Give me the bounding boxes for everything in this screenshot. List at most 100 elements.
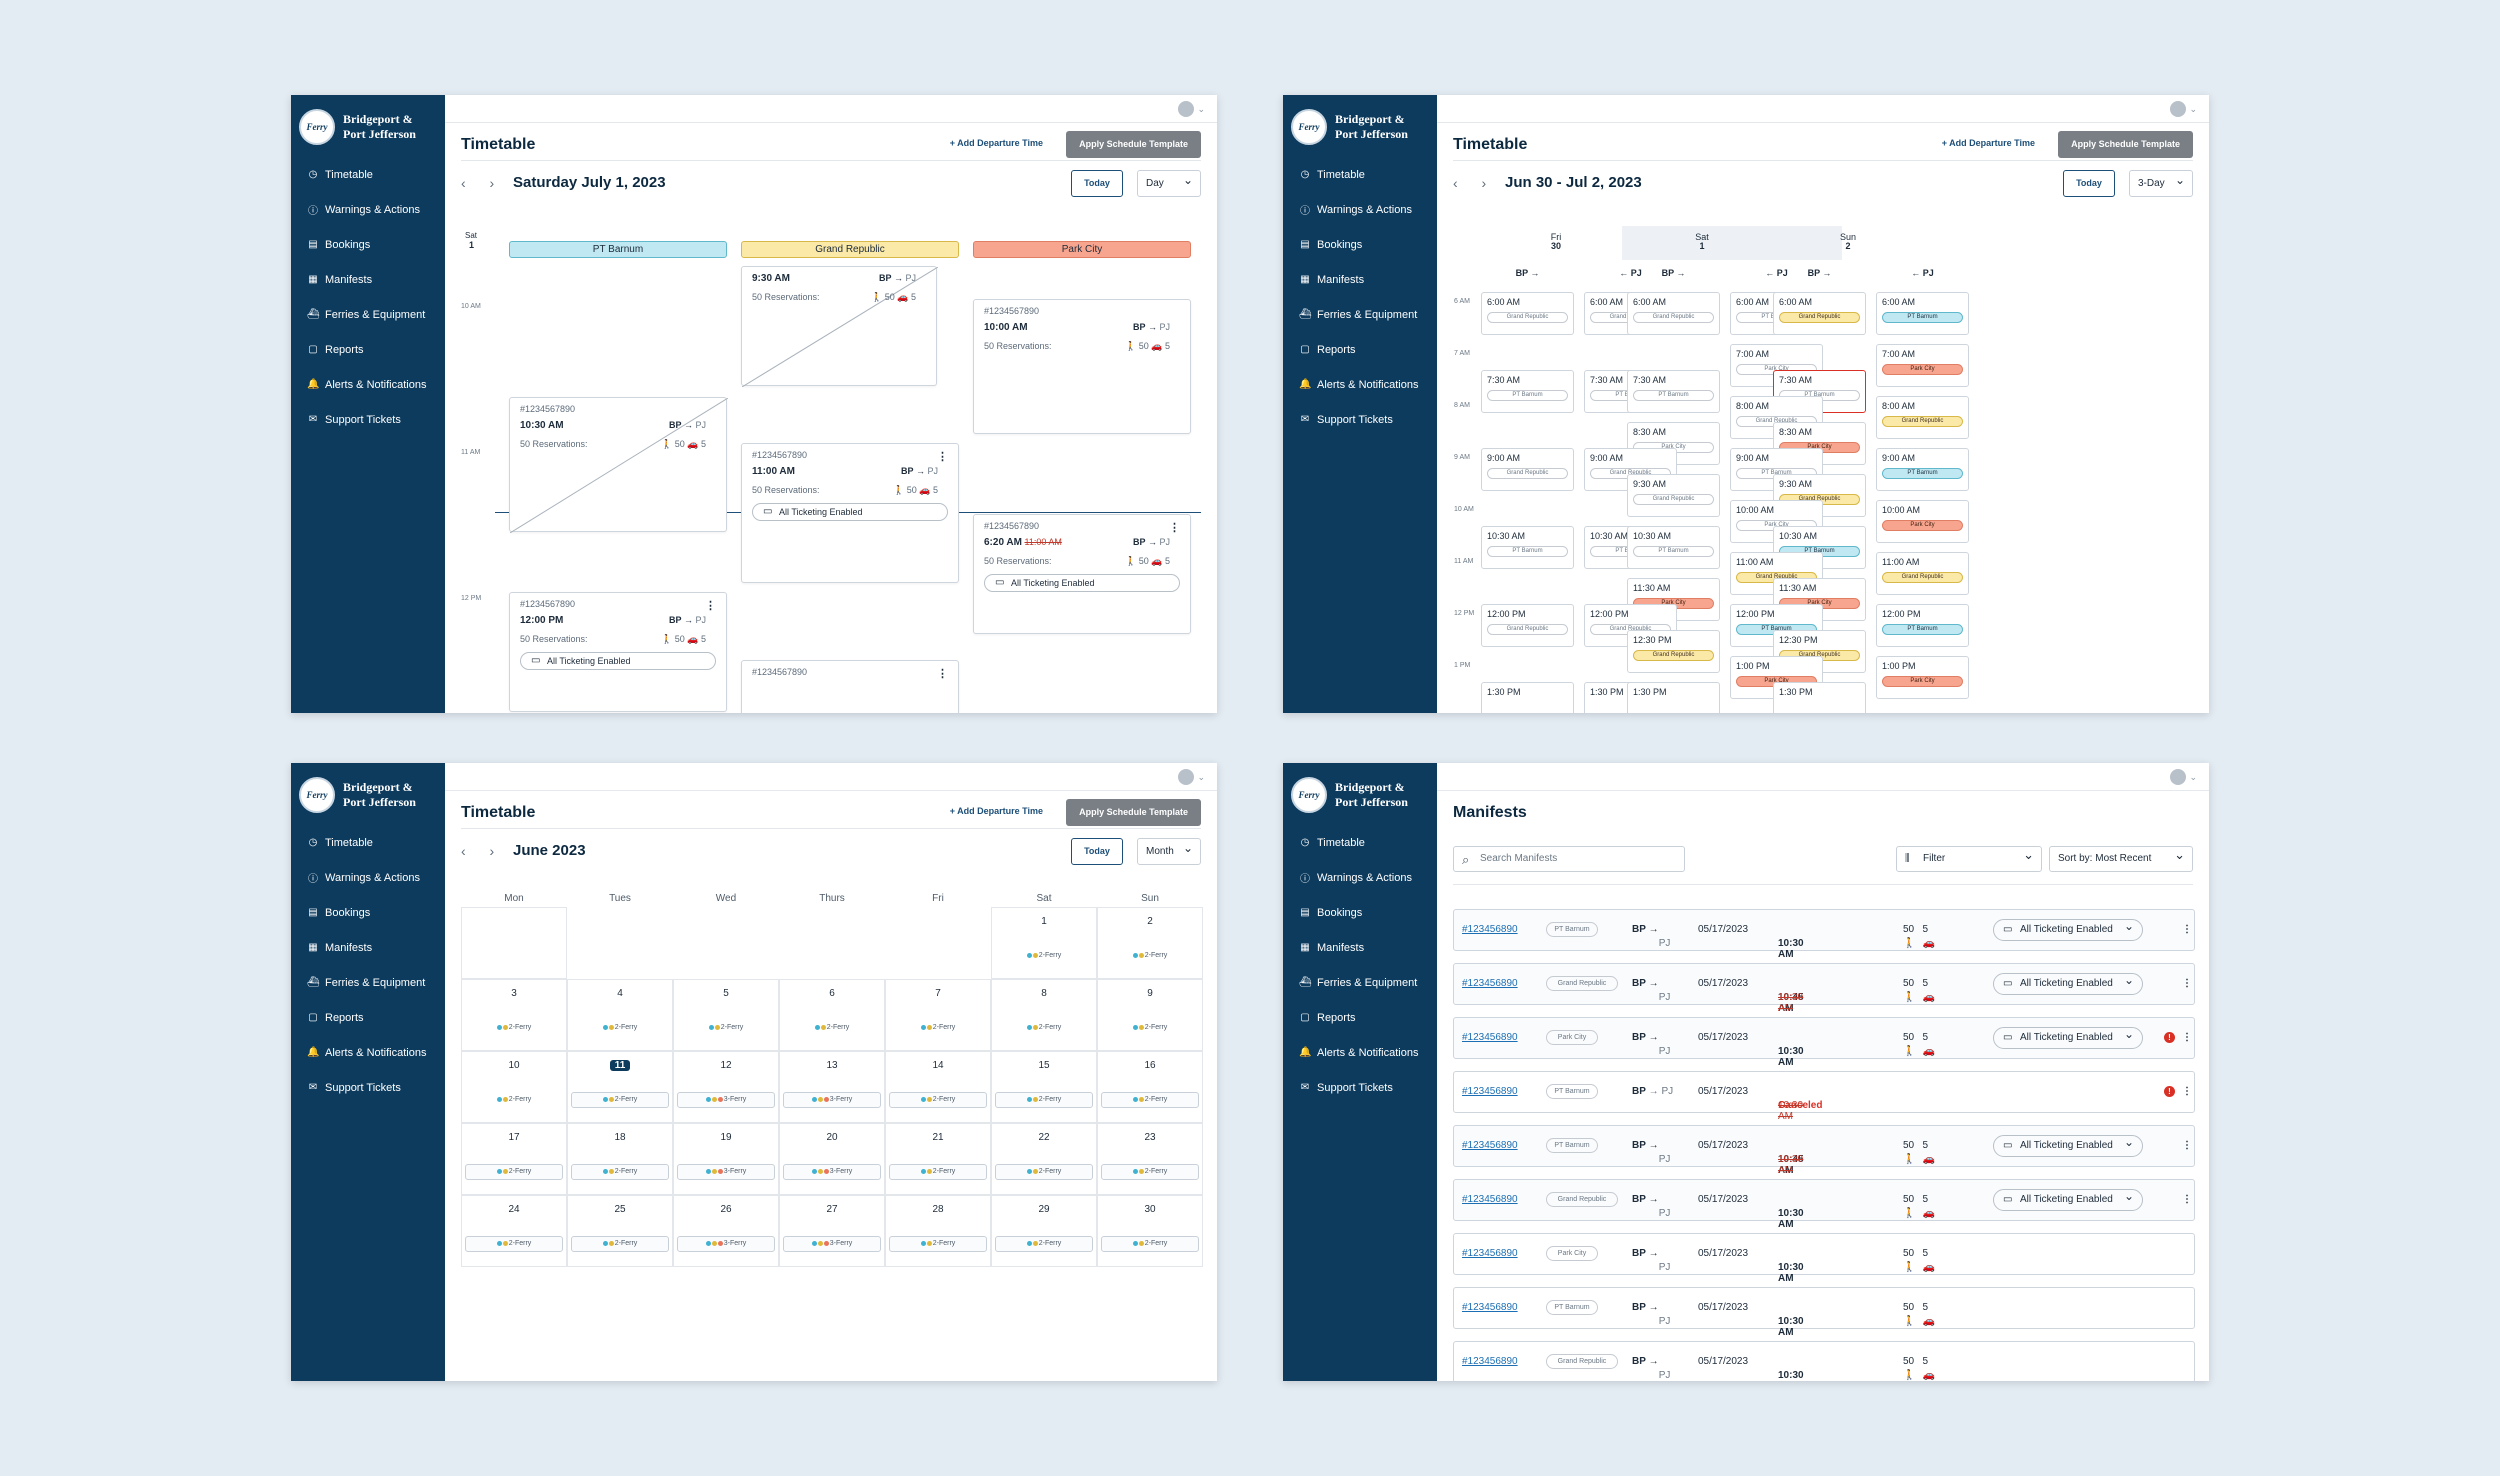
- manifest-link[interactable]: #123456890: [1462, 924, 1518, 935]
- sidebar-item-reports[interactable]: ▢ Reports: [1283, 1000, 1437, 1035]
- manifest-link[interactable]: #123456890: [1462, 1140, 1518, 1151]
- calendar-day[interactable]: 8 2-Ferry: [991, 979, 1097, 1051]
- manifest-link[interactable]: #123456890: [1462, 1032, 1518, 1043]
- ticketing-select[interactable]: All Ticketing Enabled: [520, 652, 716, 670]
- departure-slot[interactable]: 10:30 AM PT Barnum: [1481, 526, 1574, 569]
- sidebar-item-manifests[interactable]: ▦ Manifests: [291, 930, 445, 965]
- departure-card[interactable]: #1234567890 ⋮ 12:00 PM BP → PJ 50 Reservatio…: [509, 592, 727, 712]
- user-menu[interactable]: ⌄: [1178, 101, 1205, 117]
- calendar-day[interactable]: 4 2-Ferry: [567, 979, 673, 1051]
- sort-select[interactable]: Sort by: Most Recent: [2049, 843, 2193, 872]
- sidebar-item-support-tickets[interactable]: ✉ Support Tickets: [291, 1070, 445, 1105]
- ticketing-select[interactable]: All Ticketing Enabled: [1993, 970, 2143, 995]
- calendar-day[interactable]: 9 2-Ferry: [1097, 979, 1203, 1051]
- view-select[interactable]: 3-Day: [2129, 168, 2193, 197]
- user-menu[interactable]: ⌄: [1178, 769, 1205, 785]
- calendar-day[interactable]: 17 2-Ferry: [461, 1123, 567, 1195]
- manifest-row[interactable]: #123456890 Grand Republic BP → PJ 05/17/202…: [1453, 963, 2195, 1014]
- prev-next-arrows[interactable]: ‹ ›: [1453, 175, 1497, 191]
- sidebar-item-ferries-equipment[interactable]: ⛴ Ferries & Equipment: [291, 297, 445, 332]
- calendar-day[interactable]: 30 2-Ferry: [1097, 1195, 1203, 1267]
- more-options-icon[interactable]: ⋮: [2182, 1086, 2192, 1097]
- calendar-day[interactable]: 1 2-Ferry: [991, 907, 1097, 979]
- departure-slot[interactable]: 9:00 AM Grand Republic: [1481, 448, 1574, 491]
- calendar-day[interactable]: 28 2-Ferry: [885, 1195, 991, 1267]
- more-options-icon[interactable]: ⋮: [2182, 1194, 2192, 1205]
- sidebar-item-support-tickets[interactable]: ✉ Support Tickets: [1283, 402, 1437, 437]
- sidebar-item-manifests[interactable]: ▦ Manifests: [1283, 930, 1437, 965]
- calendar-day[interactable]: 29 2-Ferry: [991, 1195, 1097, 1267]
- view-select[interactable]: Month: [1137, 836, 1201, 865]
- sidebar-item-bookings[interactable]: ▤ Bookings: [1283, 227, 1437, 262]
- sidebar-item-support-tickets[interactable]: ✉ Support Tickets: [291, 402, 445, 437]
- calendar-day[interactable]: 26 3-Ferry: [673, 1195, 779, 1267]
- sidebar-item-manifests[interactable]: ▦ Manifests: [1283, 262, 1437, 297]
- departure-slot[interactable]: 6:00 AM Grand Republic: [1481, 292, 1574, 335]
- sidebar-item-reports[interactable]: ▢ Reports: [291, 332, 445, 367]
- sidebar-item-bookings[interactable]: ▤ Bookings: [291, 227, 445, 262]
- departure-slot[interactable]: 1:30 PM: [1481, 682, 1574, 713]
- sidebar-item-ferries-equipment[interactable]: ⛴ Ferries & Equipment: [1283, 297, 1437, 332]
- calendar-day[interactable]: 20 3-Ferry: [779, 1123, 885, 1195]
- add-departure-time-button[interactable]: + Add Departure Time: [949, 138, 1043, 148]
- view-select[interactable]: Day: [1137, 168, 1201, 197]
- manifest-link[interactable]: #123456890: [1462, 1248, 1518, 1259]
- departure-slot[interactable]: 9:30 AM Grand Republic: [1627, 474, 1720, 517]
- user-menu[interactable]: ⌄: [2170, 769, 2197, 785]
- sidebar-item-alerts-notifications[interactable]: 🔔 Alerts & Notifications: [1283, 1035, 1437, 1070]
- sidebar-item-warnings-actions[interactable]: ⓘ Warnings & Actions: [291, 192, 445, 227]
- filter-button[interactable]: ⫼ Filter: [1896, 843, 2042, 872]
- manifest-row[interactable]: #123456890 PT Barnum BP → PJ 05/17/2023 10:3…: [1453, 1287, 2195, 1338]
- calendar-day[interactable]: 25 2-Ferry: [567, 1195, 673, 1267]
- sidebar-item-bookings[interactable]: ▤ Bookings: [1283, 895, 1437, 930]
- departure-slot[interactable]: 6:00 AM Grand Republic: [1627, 292, 1720, 335]
- calendar-day[interactable]: 10 2-Ferry: [461, 1051, 567, 1123]
- manifest-link[interactable]: #123456890: [1462, 978, 1518, 989]
- sidebar-item-timetable[interactable]: ◷ Timetable: [1283, 825, 1437, 860]
- calendar-day[interactable]: 27 3-Ferry: [779, 1195, 885, 1267]
- more-options-icon[interactable]: ⋮: [2182, 1140, 2192, 1151]
- manifest-row[interactable]: #123456890 PT Barnum BP → PJ 05/17/2023 Canc…: [1453, 1071, 2195, 1122]
- sidebar-item-ferries-equipment[interactable]: ⛴ Ferries & Equipment: [291, 965, 445, 1000]
- departure-card[interactable]: #1234567890 ⋮ 11:00 AM BP → PJ 50 Reservatio…: [741, 443, 959, 583]
- manifest-link[interactable]: #123456890: [1462, 1302, 1518, 1313]
- sidebar-item-timetable[interactable]: ◷ Timetable: [291, 157, 445, 192]
- more-options-icon[interactable]: ⋮: [2182, 924, 2192, 935]
- sidebar-item-alerts-notifications[interactable]: 🔔 Alerts & Notifications: [291, 1035, 445, 1070]
- today-button[interactable]: Today: [2063, 170, 2115, 197]
- departure-slot[interactable]: 10:30 AM PT Barnum: [1627, 526, 1720, 569]
- sidebar-item-timetable[interactable]: ◷ Timetable: [291, 825, 445, 860]
- departure-slot[interactable]: 12:30 PM Grand Republic: [1627, 630, 1720, 673]
- sidebar-item-reports[interactable]: ▢ Reports: [1283, 332, 1437, 367]
- sidebar-item-warnings-actions[interactable]: ⓘ Warnings & Actions: [1283, 192, 1437, 227]
- apply-schedule-template-button[interactable]: Apply Schedule Template: [1066, 799, 1201, 826]
- user-menu[interactable]: ⌄: [2170, 101, 2197, 117]
- manifest-row[interactable]: #123456890 PT Barnum BP → PJ 05/17/2023 10:4…: [1453, 1125, 2195, 1176]
- more-options-icon[interactable]: ⋮: [937, 451, 948, 463]
- ticketing-select[interactable]: All Ticketing Enabled: [1993, 1024, 2143, 1049]
- manifest-row[interactable]: #123456890 Park City BP → PJ 05/17/2023 10:3…: [1453, 1017, 2195, 1068]
- departure-card[interactable]: #1234567890 10:30 AM BP → PJ 50 Reservation…: [509, 397, 728, 533]
- sidebar-item-warnings-actions[interactable]: ⓘ Warnings & Actions: [1283, 860, 1437, 895]
- calendar-day[interactable]: 22 2-Ferry: [991, 1123, 1097, 1195]
- calendar-day[interactable]: 13 3-Ferry: [779, 1051, 885, 1123]
- sidebar-item-timetable[interactable]: ◷ Timetable: [1283, 157, 1437, 192]
- apply-schedule-template-button[interactable]: Apply Schedule Template: [1066, 131, 1201, 158]
- ticketing-select[interactable]: All Ticketing Enabled: [1993, 916, 2143, 941]
- add-departure-time-button[interactable]: + Add Departure Time: [949, 806, 1043, 816]
- more-options-icon[interactable]: ⋮: [2182, 1032, 2192, 1043]
- departure-slot[interactable]: 7:00 AM Park City: [1876, 344, 1969, 387]
- sidebar-item-ferries-equipment[interactable]: ⛴ Ferries & Equipment: [1283, 965, 1437, 1000]
- sidebar-item-alerts-notifications[interactable]: 🔔 Alerts & Notifications: [1283, 367, 1437, 402]
- ticketing-select[interactable]: All Ticketing Enabled: [984, 574, 1180, 592]
- apply-schedule-template-button[interactable]: Apply Schedule Template: [2058, 131, 2193, 158]
- sidebar-item-bookings[interactable]: ▤ Bookings: [291, 895, 445, 930]
- departure-slot[interactable]: 12:00 PM PT Barnum: [1876, 604, 1969, 647]
- more-options-icon[interactable]: ⋮: [2182, 978, 2192, 989]
- calendar-day[interactable]: 18 2-Ferry: [567, 1123, 673, 1195]
- today-button[interactable]: Today: [1071, 170, 1123, 197]
- sidebar-item-reports[interactable]: ▢ Reports: [291, 1000, 445, 1035]
- departure-slot[interactable]: 6:00 AM PT Barnum: [1876, 292, 1969, 335]
- prev-next-arrows[interactable]: ‹ ›: [461, 175, 505, 191]
- more-options-icon[interactable]: ⋮: [705, 600, 716, 612]
